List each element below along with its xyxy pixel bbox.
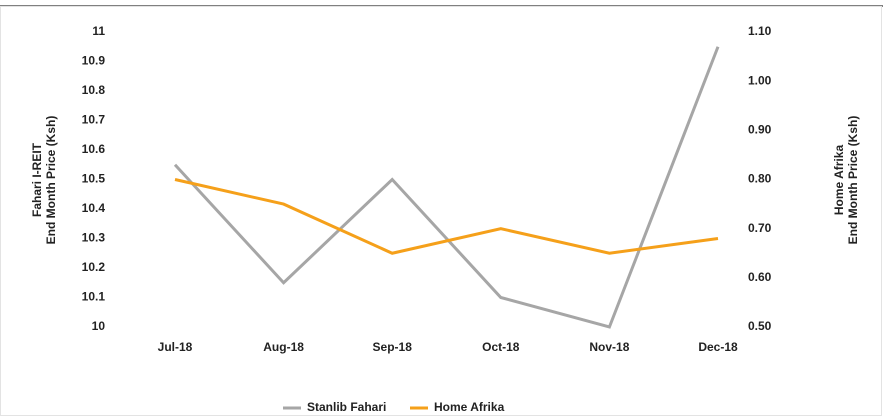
x-tick-label: Jul-18 [158,340,193,354]
y2-tick-label: 0.60 [748,270,772,284]
y-tick-label: 10.8 [82,83,106,97]
x-tick-label: Dec-18 [698,340,738,354]
y-axis-title: End Month Price (Ksh) [44,116,58,245]
y2-tick-label: 0.50 [748,319,772,333]
y2-tick-label: 0.70 [748,221,772,235]
y2-tick-label: 0.90 [748,123,772,137]
y-tick-label: 10.4 [82,201,106,215]
y2-axis-title: End Month Price (Ksh) [846,116,860,245]
y-tick-label: 10.2 [82,260,106,274]
y-tick-label: 10.6 [82,142,106,156]
x-tick-label: Aug-18 [263,340,304,354]
y-tick-label: 10.9 [82,54,106,68]
x-tick-label: Sep-18 [373,340,413,354]
series-line [174,178,719,255]
y-tick-label: 10 [92,319,106,333]
y-tick-label: 11 [92,24,105,38]
y-axis-title: Fahari I-REIT [30,142,44,217]
legend-label: Home Afrika [434,400,505,414]
y-tick-label: 10.5 [82,172,106,186]
x-tick-label: Nov-18 [589,340,629,354]
legend-label: Stanlib Fahari [307,400,386,414]
y2-tick-label: 0.80 [748,172,772,186]
y-tick-label: 10.3 [82,231,106,245]
y-tick-label: 10.1 [82,290,106,304]
series-line [173,46,720,329]
y-tick-label: 10.7 [82,113,106,127]
x-tick-label: Oct-18 [482,340,520,354]
y2-axis-title: Home Afrika [832,145,846,216]
frame [0,6,882,416]
y2-tick-label: 1.10 [748,24,772,38]
y2-tick-label: 1.00 [748,73,772,87]
